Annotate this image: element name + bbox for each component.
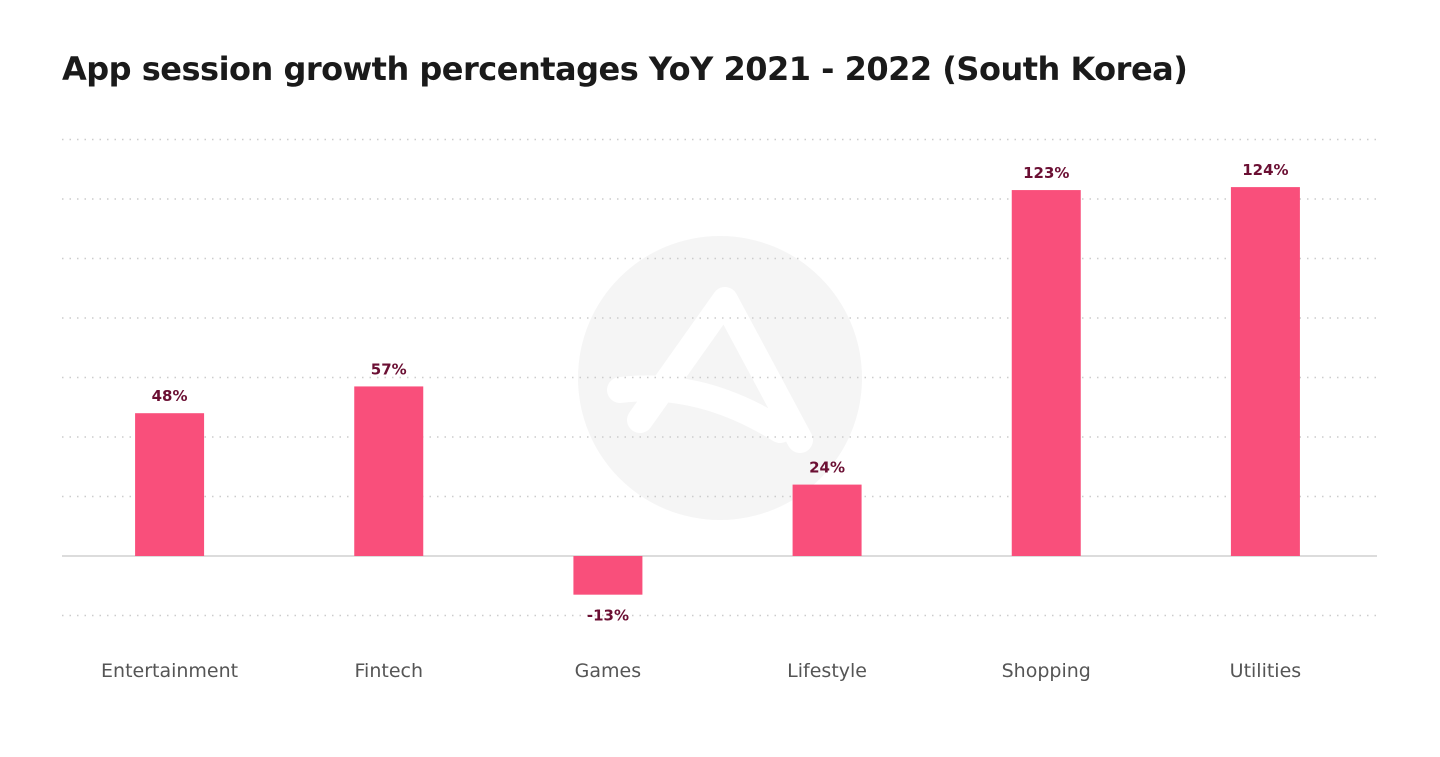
x-tick-label: Fintech [355, 660, 424, 682]
bar-shopping [1011, 190, 1081, 556]
watermark-logo [578, 236, 862, 520]
x-axis-labels: Entertainment Fintech Games Lifestyle Shoppi… [101, 660, 1301, 682]
data-label: 123% [1023, 164, 1069, 182]
data-labels: 48% 57% -13% 24% 123% 124% [152, 161, 1289, 625]
data-label: 57% [371, 360, 407, 378]
bar-games [573, 556, 643, 595]
chart-title: App session growth percentages YoY 2021 … [62, 50, 1188, 88]
bar-entertainment [135, 413, 205, 556]
data-label: 48% [152, 387, 188, 405]
bar-fintech [354, 386, 424, 556]
data-label: 124% [1242, 161, 1288, 179]
x-tick-label: Shopping [1002, 660, 1091, 682]
x-tick-label: Entertainment [101, 660, 238, 682]
x-tick-label: Lifestyle [787, 660, 867, 682]
bar-lifestyle [792, 484, 862, 556]
bar-utilities [1230, 187, 1300, 556]
data-label: -13% [587, 607, 629, 625]
data-label: 24% [809, 459, 845, 477]
x-tick-label: Utilities [1230, 660, 1302, 682]
gridlines [62, 138, 1377, 617]
bars [135, 187, 1300, 595]
x-tick-label: Games [575, 660, 641, 682]
